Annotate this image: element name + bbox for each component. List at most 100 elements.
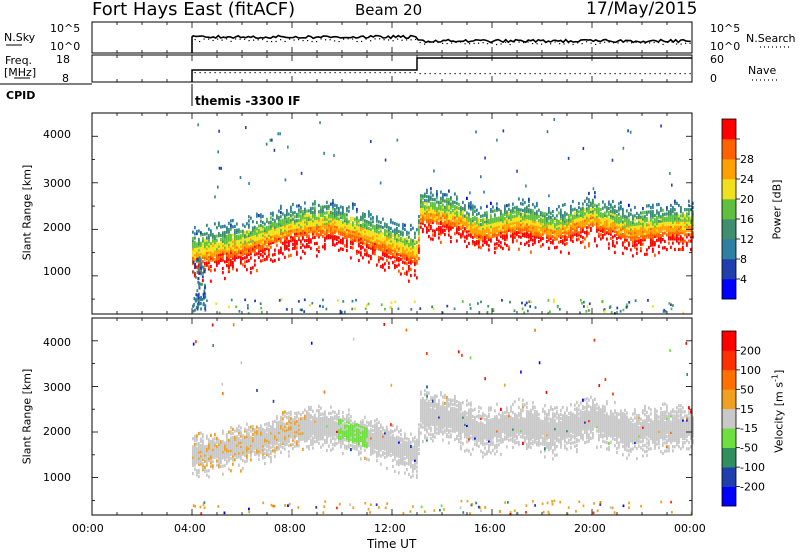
- power-cell: [396, 235, 398, 239]
- power-cell: [524, 200, 526, 205]
- power-cell: [332, 207, 334, 211]
- velocity-cell: [266, 444, 268, 449]
- power-cell: [396, 264, 398, 268]
- power-cell: [651, 304, 654, 308]
- power-cell: [206, 261, 208, 265]
- velocity-cell: [282, 437, 284, 441]
- velocity-cell: [336, 423, 338, 427]
- power-cell: [382, 238, 384, 242]
- power-cell: [676, 228, 678, 233]
- power-cell: [352, 202, 354, 206]
- power-cell: [314, 216, 316, 221]
- velocity-cell: [212, 449, 214, 454]
- velocity-cell: [332, 434, 334, 439]
- power-cell: [576, 227, 578, 231]
- power-cell: [362, 256, 364, 260]
- power-cell: [472, 229, 474, 233]
- power-cell: [262, 250, 264, 254]
- power-cell: [270, 212, 272, 216]
- power-cell: [606, 224, 608, 229]
- power-cell: [318, 210, 320, 214]
- power-cell: [476, 229, 478, 233]
- power-cell: [358, 240, 360, 244]
- power-cell: [666, 224, 668, 229]
- velocity-cell: [224, 457, 226, 462]
- power-cell: [472, 227, 474, 231]
- power-cell: [544, 216, 546, 220]
- power-cell: [536, 201, 538, 206]
- power-cell: [224, 232, 226, 237]
- power-cell: [292, 238, 294, 242]
- power-cell: [332, 217, 334, 221]
- velocity-cell: [312, 426, 314, 430]
- power-cell: [282, 229, 284, 233]
- power-cell: [310, 215, 312, 219]
- power-cell: [398, 240, 400, 244]
- power-cell: [284, 222, 286, 226]
- velocity-cell: [228, 455, 230, 459]
- power-cell: [266, 238, 268, 242]
- power-cell: [626, 226, 628, 230]
- velocity-cell: [280, 415, 282, 420]
- power-cell: [611, 158, 614, 162]
- power-cell: [362, 237, 364, 241]
- power-cell: [520, 220, 522, 225]
- power-cell: [468, 227, 470, 231]
- power-cell: [406, 236, 408, 241]
- power-cell: [324, 221, 326, 226]
- velocity-cell: [338, 411, 340, 416]
- power-cell: [284, 228, 286, 232]
- power-cell: [608, 246, 610, 250]
- power-cell: [652, 247, 654, 251]
- velocity-cell: [288, 435, 290, 440]
- velocity-cell: [276, 435, 278, 439]
- power-cell: [668, 222, 670, 226]
- power-cell: [450, 196, 452, 200]
- power-cell: [314, 200, 316, 204]
- power-cell: [484, 156, 486, 160]
- power-cell: [406, 241, 408, 245]
- power-cell: [330, 202, 332, 206]
- power-heatmap: [192, 117, 694, 315]
- power-cell: [266, 226, 268, 230]
- power-cell: [522, 219, 524, 223]
- velocity-cell: [194, 455, 196, 459]
- power-cell: [198, 229, 200, 233]
- power-cell: [276, 214, 278, 218]
- power-cell: [370, 231, 372, 236]
- power-cell: [270, 241, 272, 245]
- power-cell: [622, 214, 624, 218]
- power-cell: [196, 246, 198, 250]
- power-cell: [334, 228, 336, 233]
- power-cell: [542, 213, 544, 217]
- power-cell: [468, 216, 470, 220]
- power-cell: [619, 309, 622, 313]
- power-cell: [574, 232, 576, 236]
- power-cell: [644, 229, 646, 233]
- power-cell: [254, 238, 256, 242]
- power-cell: [446, 304, 449, 308]
- velocity-cell: [270, 425, 272, 429]
- power-cell: [532, 217, 534, 221]
- velocity-cell: [206, 436, 208, 440]
- power-cell: [230, 238, 232, 242]
- power-cell: [668, 237, 670, 241]
- power-cell: [602, 219, 604, 223]
- power-cell: [322, 222, 324, 226]
- power-cell: [622, 207, 624, 212]
- power-cell: [650, 231, 652, 235]
- power-cell: [600, 216, 602, 220]
- power-cell: [308, 209, 310, 213]
- power-cell: [376, 238, 378, 242]
- power-cell: [576, 223, 578, 227]
- power-cell: [460, 216, 462, 220]
- power-cell: [630, 237, 632, 241]
- power-cell: [422, 209, 424, 213]
- power-cell: [318, 218, 320, 222]
- velocity-cell: [296, 413, 298, 417]
- power-cell: [538, 223, 540, 227]
- velocity-cell: [340, 426, 342, 430]
- power-cell: [334, 235, 336, 239]
- power-cell: [442, 228, 444, 232]
- velocity-cell: [294, 424, 296, 428]
